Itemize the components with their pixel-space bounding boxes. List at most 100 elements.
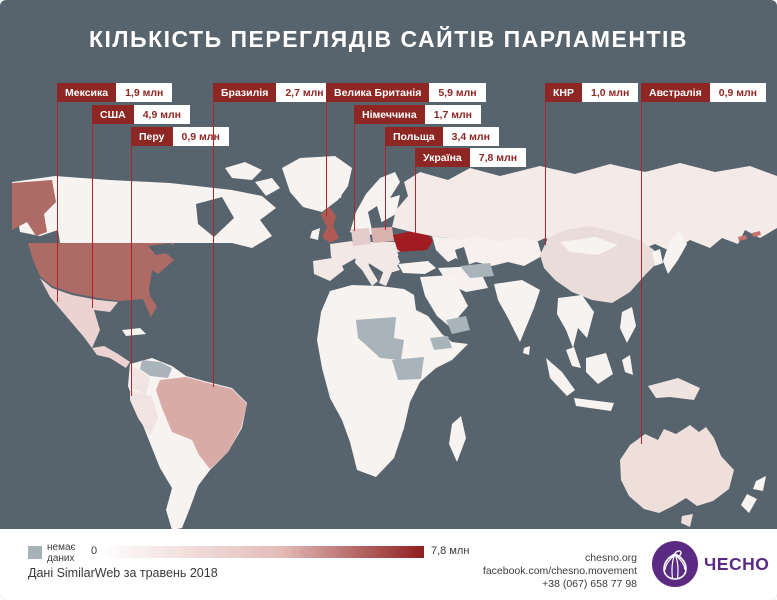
map-korea [652,249,663,266]
map-mongolia [560,237,618,255]
map-brazil [156,377,247,469]
country-name: Польща [385,127,443,146]
map-india [494,280,540,355]
map-java [574,398,614,411]
country-name: КНР [545,83,582,102]
map-greenland [282,156,352,212]
country-name: Україна [415,148,470,167]
page-title: КІЛЬКІСТЬ ПЕРЕГЛЯДІВ САЙТІВ ПАРЛАМЕНТІВ [88,26,689,52]
country-name: Австралія [641,83,710,102]
country-value: 0,9 млн [172,127,229,146]
map-ukraine [393,231,433,263]
map-germany [351,228,371,246]
country-value: 7,8 млн [469,148,527,167]
leader-line-brazil [213,102,214,387]
map-balkans [374,248,400,286]
map-cuba [122,328,146,336]
country-label-poland: Польща 3,4 млн [385,127,499,146]
country-name: Велика Британія [326,83,430,102]
website-link[interactable]: chesno.org [585,552,637,564]
map-russia [392,163,777,252]
map-sulawesi [622,355,633,375]
map-madagascar [449,416,466,462]
map-baltic-sea [368,206,383,230]
country-value: 2,7 млн [276,83,333,102]
map-sumatra [546,358,575,396]
leader-line-poland [385,146,386,230]
map-italy [355,255,378,292]
map-poland [371,227,394,243]
country-label-mexico: Мексика 1,9 млн [57,83,173,102]
data-source: Дані SimilarWeb за травень 2018 [28,566,218,580]
leader-line-ukraine [415,167,416,234]
map-arctic-islands [225,162,280,196]
country-label-usa: США 4,9 млн [92,105,191,124]
map-borneo [586,353,613,384]
leader-line-uk [326,102,327,216]
map-eritrea-gray [430,336,452,350]
map-philippines [620,307,636,343]
map-africa [317,285,468,477]
map-australia [620,425,734,513]
map-black-sea [397,250,433,262]
map-uk [321,207,339,243]
country-name: Мексика [57,83,117,102]
country-name: Німеччина [354,105,425,124]
country-value: 5,9 млн [429,83,486,102]
leader-line-china [545,102,546,245]
leader-line-germany [354,124,355,231]
map-hudson-bay [196,197,234,237]
chesno-logo: ЧЕСНО [652,540,769,588]
country-name: США [92,105,134,124]
leader-line-australia [641,102,642,444]
map-yemen-gray [446,316,470,334]
map-iberia [313,257,344,281]
country-value: 1,0 млн [582,83,639,102]
map-car-gray [392,357,424,380]
map-central-america [92,346,130,368]
map-turkey [398,261,436,274]
map-tasmania [681,514,693,527]
map-japan [663,231,687,274]
footer: немає даних 0 7,8 млн Дані SimilarWeb за… [0,529,777,600]
leader-line-usa [92,124,93,308]
country-label-peru: Перу 0,9 млн [131,127,229,146]
country-label-brazil: Бразилія 2,7 млн [213,83,333,102]
color-scale-bar [104,546,424,558]
country-value: 1,9 млн [116,83,173,102]
map-indochina [557,295,594,368]
country-label-uk: Велика Британія 5,9 млн [326,83,486,102]
country-name: Перу [131,127,173,146]
map-colombia [130,366,150,394]
country-value: 1,7 млн [424,105,481,124]
map-sahel-gray [356,317,404,360]
facebook-link[interactable]: facebook.com/chesno.movement [482,565,637,578]
map-mexico [40,278,118,348]
map-scandinavia [350,172,400,236]
scale-min-label: 0 [91,545,98,557]
country-value: 3,4 млн [442,127,499,146]
no-data-label: немає даних [47,542,76,564]
map-usa [28,243,175,317]
map-iceland [328,188,343,198]
map-new-guinea [648,378,700,400]
garlic-icon [652,541,698,587]
scale-max-label: 7,8 млн [431,545,470,557]
phone-number: +38 (067) 658 77 98 [542,578,637,591]
org-name: ЧЕСНО [704,553,770,574]
map-arabia [420,275,468,327]
map-new-zealand [741,476,766,513]
map-ireland [310,228,320,240]
country-label-china: КНР 1,0 млн [545,83,639,102]
map-france [330,241,356,266]
leader-line-peru [131,146,132,396]
country-value: 4,9 млн [133,105,191,124]
country-name: Бразилія [213,83,277,102]
country-labels-layer: Мексика 1,9 млн США 4,9 млн Перу 0,9 млн Брази… [57,83,767,444]
map-peru [130,390,158,436]
map-alaska [12,180,56,236]
country-value: 0,9 млн [709,83,767,102]
leader-line-mexico [57,102,58,302]
